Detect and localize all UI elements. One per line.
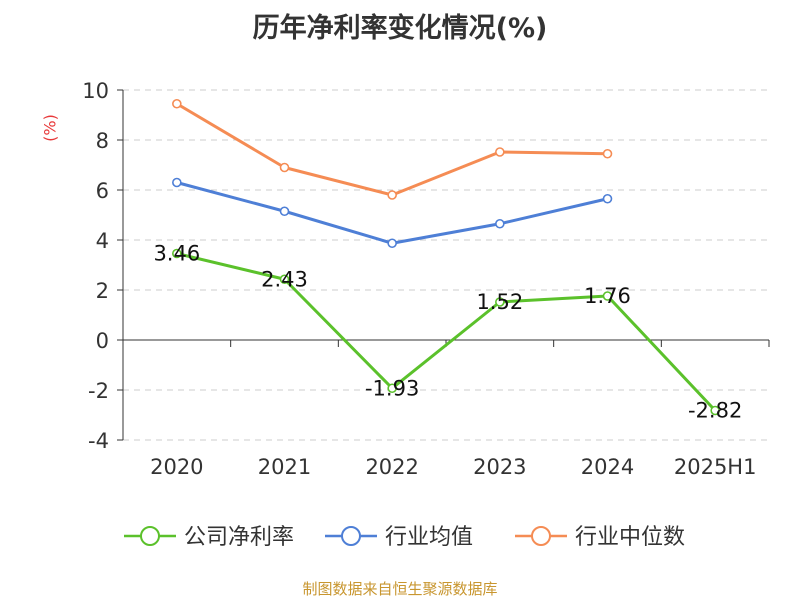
data-label: -1.93 [365,376,419,400]
legend-label: 行业均值 [385,525,473,550]
data-point[interactable] [387,190,397,200]
x-tick-label: 2022 [365,455,418,479]
legend-label: 行业中位数 [575,525,685,550]
data-point[interactable] [172,177,182,188]
data-point[interactable] [495,147,505,157]
x-tick-label: 2025H1 [674,455,757,479]
x-tick-label: 2024 [581,455,634,479]
data-point[interactable] [387,238,397,249]
y-tick-label: 2 [96,279,109,303]
data-point[interactable] [495,218,505,229]
data-point[interactable] [602,148,613,159]
legend-marker [341,526,361,546]
data-point[interactable] [279,274,290,285]
legend-item[interactable]: 公司净利率 [124,525,294,550]
y-tick-label: -4 [88,429,109,453]
data-point[interactable] [602,193,613,204]
data-point[interactable] [495,297,505,307]
data-label: 2.43 [261,267,308,291]
series-lines [176,102,717,412]
data-point[interactable] [602,291,613,301]
data-label: -2.82 [688,399,742,423]
data-point[interactable] [279,206,290,217]
x-tick-label: 2021 [258,455,311,479]
y-tick-label: -2 [88,379,109,403]
x-tick-label: 2023 [473,455,526,479]
data-label: 3.46 [153,242,200,266]
series-line-1 [176,252,717,412]
legend: 公司净利率 行业均值 行业中位数 [124,525,685,550]
axes: 10 8 6 4 2 0 -2 -4 2020 2021 2022 2023 2024 2025H1 [82,79,770,479]
legend-label: 公司净利率 [184,525,294,550]
data-label: 1.52 [476,290,523,314]
legend-marker [140,526,160,546]
data-point[interactable] [172,98,182,109]
chart-title: 历年净利率变化情况(%) [252,13,548,44]
legend-marker [531,526,551,546]
data-point[interactable] [172,248,182,259]
x-tick-label: 2020 [150,455,203,479]
y-tick-label: 6 [96,179,109,203]
data-label: 1.76 [584,284,631,308]
data-point[interactable] [387,383,397,394]
y-tick-label: 4 [96,229,109,253]
data-point[interactable] [279,162,290,173]
source-note: 制图数据来自恒生聚源数据库 [302,580,498,598]
data-point[interactable] [710,405,720,416]
y-tick-label: 0 [96,329,109,353]
legend-item[interactable]: 行业均值 [325,525,473,550]
series-line-3 [176,102,608,197]
data-points [172,98,720,416]
legend-item[interactable]: 行业中位数 [515,525,685,550]
data-labels: 3.46 2.43 -1.93 1.52 1.76 -2.82 [153,242,742,423]
y-tick-label: 10 [82,79,109,103]
grid-lines [123,89,769,441]
y-tick-label: 8 [96,129,109,153]
